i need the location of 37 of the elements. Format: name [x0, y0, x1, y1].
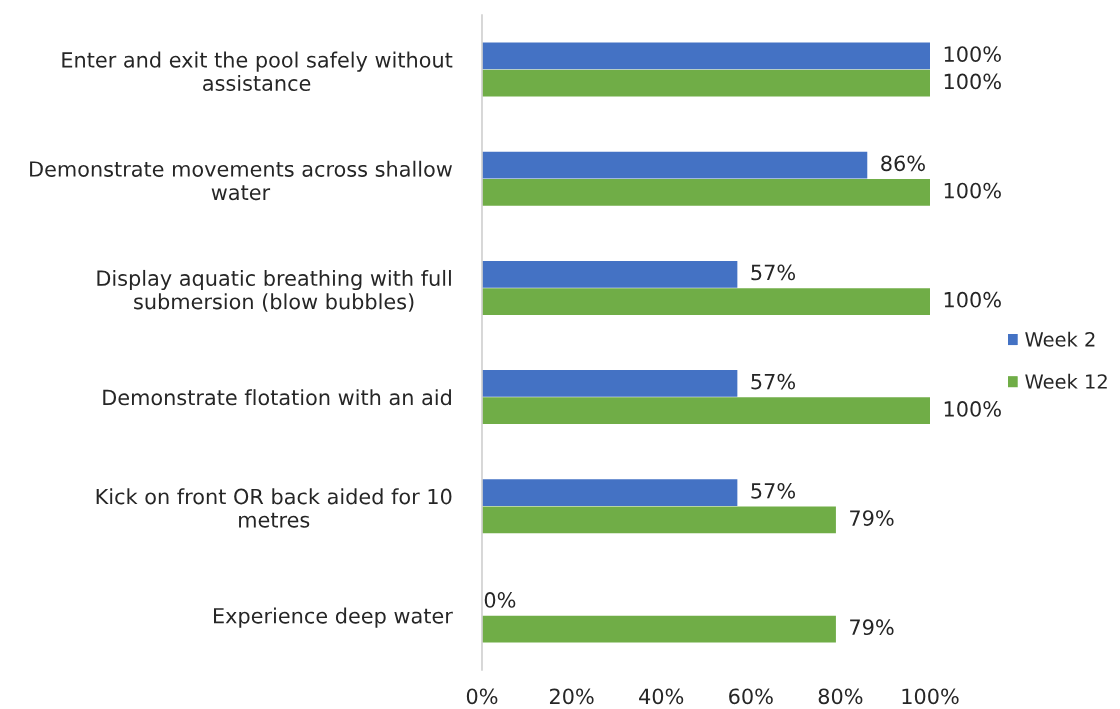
bar: [482, 69, 930, 97]
legend-label: Week 2: [1025, 331, 1095, 347]
data-label: 79%: [850, 619, 894, 636]
bar: [482, 179, 930, 206]
data-label: 100%: [944, 46, 1001, 62]
x-tick-label: 40%: [639, 688, 684, 705]
bar: [482, 42, 930, 70]
data-label: 79%: [850, 510, 894, 526]
data-label: 57%: [751, 373, 796, 390]
x-tick-label: 60%: [729, 688, 773, 705]
data-label: 86%: [881, 155, 925, 172]
y-tick-label: Demonstrate flotation with an aid: [103, 389, 451, 406]
bar: [482, 615, 836, 643]
data-label: 100%: [944, 73, 1001, 90]
legend-label: Week 12: [1025, 373, 1107, 389]
x-tick-label: 0%: [466, 688, 498, 705]
x-tick-label: 20%: [549, 688, 594, 705]
bar: [482, 151, 868, 179]
data-label: 100%: [944, 291, 1001, 308]
y-tick-label: Demonstrate movements across shallow water: [30, 160, 452, 201]
y-tick-label: Kick on front OR back aided for 10 metres: [96, 488, 452, 528]
bar: [482, 370, 738, 397]
bar: [482, 260, 738, 288]
data-label: 57%: [751, 482, 796, 499]
bar: [482, 506, 836, 534]
y-tick-label: Display aquatic breathing with full submersion (blow bubbles): [97, 269, 451, 312]
data-label: 0%: [484, 592, 516, 608]
bar: [482, 397, 930, 425]
bar: [482, 288, 930, 315]
y-tick-label: Enter and exit the pool safely without assistance: [62, 51, 453, 92]
data-label: 57%: [751, 264, 796, 281]
bar: [482, 479, 738, 506]
y-tick-label: Experience deep water: [214, 607, 453, 628]
x-tick-label: 80%: [818, 688, 863, 705]
x-tick-label: 100%: [902, 688, 959, 705]
data-label: 100%: [944, 182, 1001, 199]
data-label: 100%: [944, 401, 1001, 417]
